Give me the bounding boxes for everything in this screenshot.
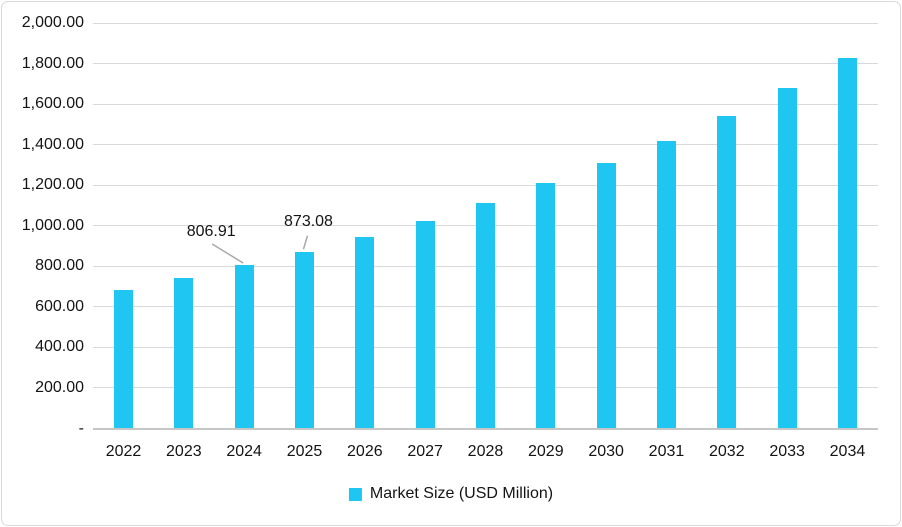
data-label-2024: 806.91 [186, 223, 236, 241]
data-label-2025: 873.08 [284, 212, 333, 230]
gridline [93, 184, 878, 186]
bar-2028 [475, 203, 495, 429]
y-tick-label: 200.00 [35, 378, 84, 396]
y-tick-label: 400.00 [35, 338, 84, 356]
bar-2026 [355, 237, 375, 429]
gridline [93, 22, 878, 24]
x-tick-label-2027: 2027 [407, 443, 443, 460]
gridline [93, 144, 878, 146]
x-tick-label-2025: 2025 [286, 443, 323, 460]
legend-label: Market Size (USD Million) [369, 485, 554, 502]
x-tick-label-2024: 2024 [226, 443, 262, 460]
x-axis-line [93, 427, 878, 430]
bar-2034 [837, 57, 857, 429]
bar-2023 [174, 277, 194, 429]
y-tick-label: - [78, 419, 84, 437]
bar-2031 [656, 141, 676, 429]
x-tick-label-2022: 2022 [105, 443, 142, 460]
bar-2029 [536, 183, 556, 429]
bar-2030 [596, 163, 616, 429]
leader-line-2025 [302, 235, 309, 250]
y-tick-label: 800.00 [35, 257, 84, 275]
legend-swatch [348, 487, 362, 501]
x-tick-label-2032: 2032 [709, 443, 745, 460]
gridline [93, 103, 878, 105]
x-tick-label-2029: 2029 [528, 443, 564, 460]
y-tick-label: 1,000.00 [21, 216, 84, 234]
x-tick-label-2034: 2034 [829, 443, 866, 460]
y-tick-label: 1,200.00 [21, 176, 84, 194]
bar-2032 [717, 116, 737, 429]
bar-2027 [415, 220, 435, 429]
y-tick-label: 600.00 [35, 297, 84, 315]
bar-2025 [294, 251, 314, 429]
gridline [93, 63, 878, 65]
legend: Market Size (USD Million) [348, 484, 554, 504]
y-tick-label: 1,800.00 [21, 54, 84, 72]
bar-2024 [234, 265, 254, 429]
y-tick-label: 1,600.00 [21, 95, 84, 113]
bar-2033 [777, 87, 797, 429]
x-tick-label-2031: 2031 [648, 443, 685, 460]
leader-line-2024 [211, 243, 244, 264]
x-tick-label-2030: 2030 [588, 443, 624, 460]
x-tick-label-2033: 2033 [769, 443, 805, 460]
x-tick-label-2023: 2023 [166, 443, 202, 460]
x-tick-label-2026: 2026 [347, 443, 383, 460]
x-tick-label-2028: 2028 [467, 443, 504, 460]
bar-2022 [114, 289, 133, 429]
y-tick-label: 1,400.00 [21, 135, 84, 153]
y-tick-label: 2,000.00 [21, 14, 84, 32]
